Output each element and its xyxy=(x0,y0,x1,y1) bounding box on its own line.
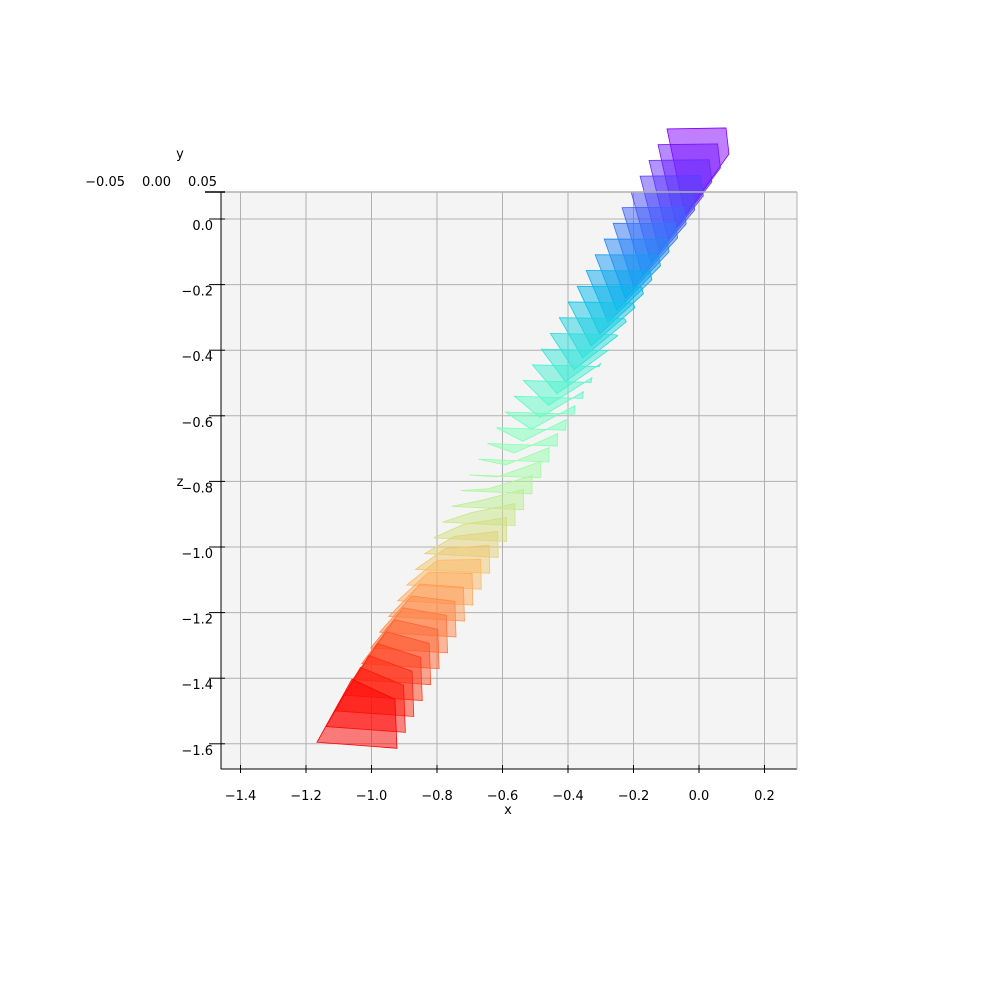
y-tick-label: 0.05 xyxy=(188,175,217,190)
polygon-mark xyxy=(513,390,584,418)
x-tick-label: −1.0 xyxy=(356,789,388,804)
y-axis-label: y xyxy=(176,147,184,162)
x-tick-label: −0.2 xyxy=(618,789,650,804)
z-tick-label: −0.8 xyxy=(181,481,213,496)
x-tick-label: −0.6 xyxy=(487,789,519,804)
x-tick-label: −0.8 xyxy=(421,789,453,804)
y-tick-labels: −0.05 0.00 0.05 xyxy=(85,175,225,193)
polygon-mark xyxy=(496,418,567,442)
x-tick-label: −0.4 xyxy=(552,789,584,804)
plot-pane xyxy=(221,192,797,769)
polygon-mark xyxy=(460,475,533,495)
z-tick-label: −1.6 xyxy=(181,744,213,759)
z-tick-label: −1.0 xyxy=(181,547,213,562)
z-axis-label: z xyxy=(177,475,184,490)
polygons xyxy=(316,127,730,749)
polygon-mark xyxy=(478,446,550,466)
x-tick-label: 0.0 xyxy=(689,789,710,804)
x-tick-label: −1.4 xyxy=(225,789,257,804)
polygon-mark xyxy=(316,678,398,749)
z-tick-label: −0.6 xyxy=(181,416,213,431)
z-tick-label: −1.4 xyxy=(181,678,213,693)
ticks: −1.4 −1.2 −1.0 −0.8 −0.6 −0.4 −0.2 0.0 0.2 0.0 −0.… xyxy=(181,218,775,804)
polygon-mark xyxy=(487,432,559,454)
y-tick-label: −0.05 xyxy=(85,175,125,190)
z-tick-label: 0.0 xyxy=(192,219,213,234)
x-axis-label: x xyxy=(504,803,512,818)
z-tick-label: −0.4 xyxy=(181,350,213,365)
polygon-mark xyxy=(504,404,576,430)
x-tick-label: −1.2 xyxy=(290,789,322,804)
x-tick-label: 0.2 xyxy=(754,789,775,804)
z-tick-label: −1.2 xyxy=(181,613,213,628)
z-tick-label: −0.2 xyxy=(181,285,213,300)
y-tick-label: 0.00 xyxy=(142,175,171,190)
polygon-mark xyxy=(469,461,541,479)
grid xyxy=(221,192,797,769)
